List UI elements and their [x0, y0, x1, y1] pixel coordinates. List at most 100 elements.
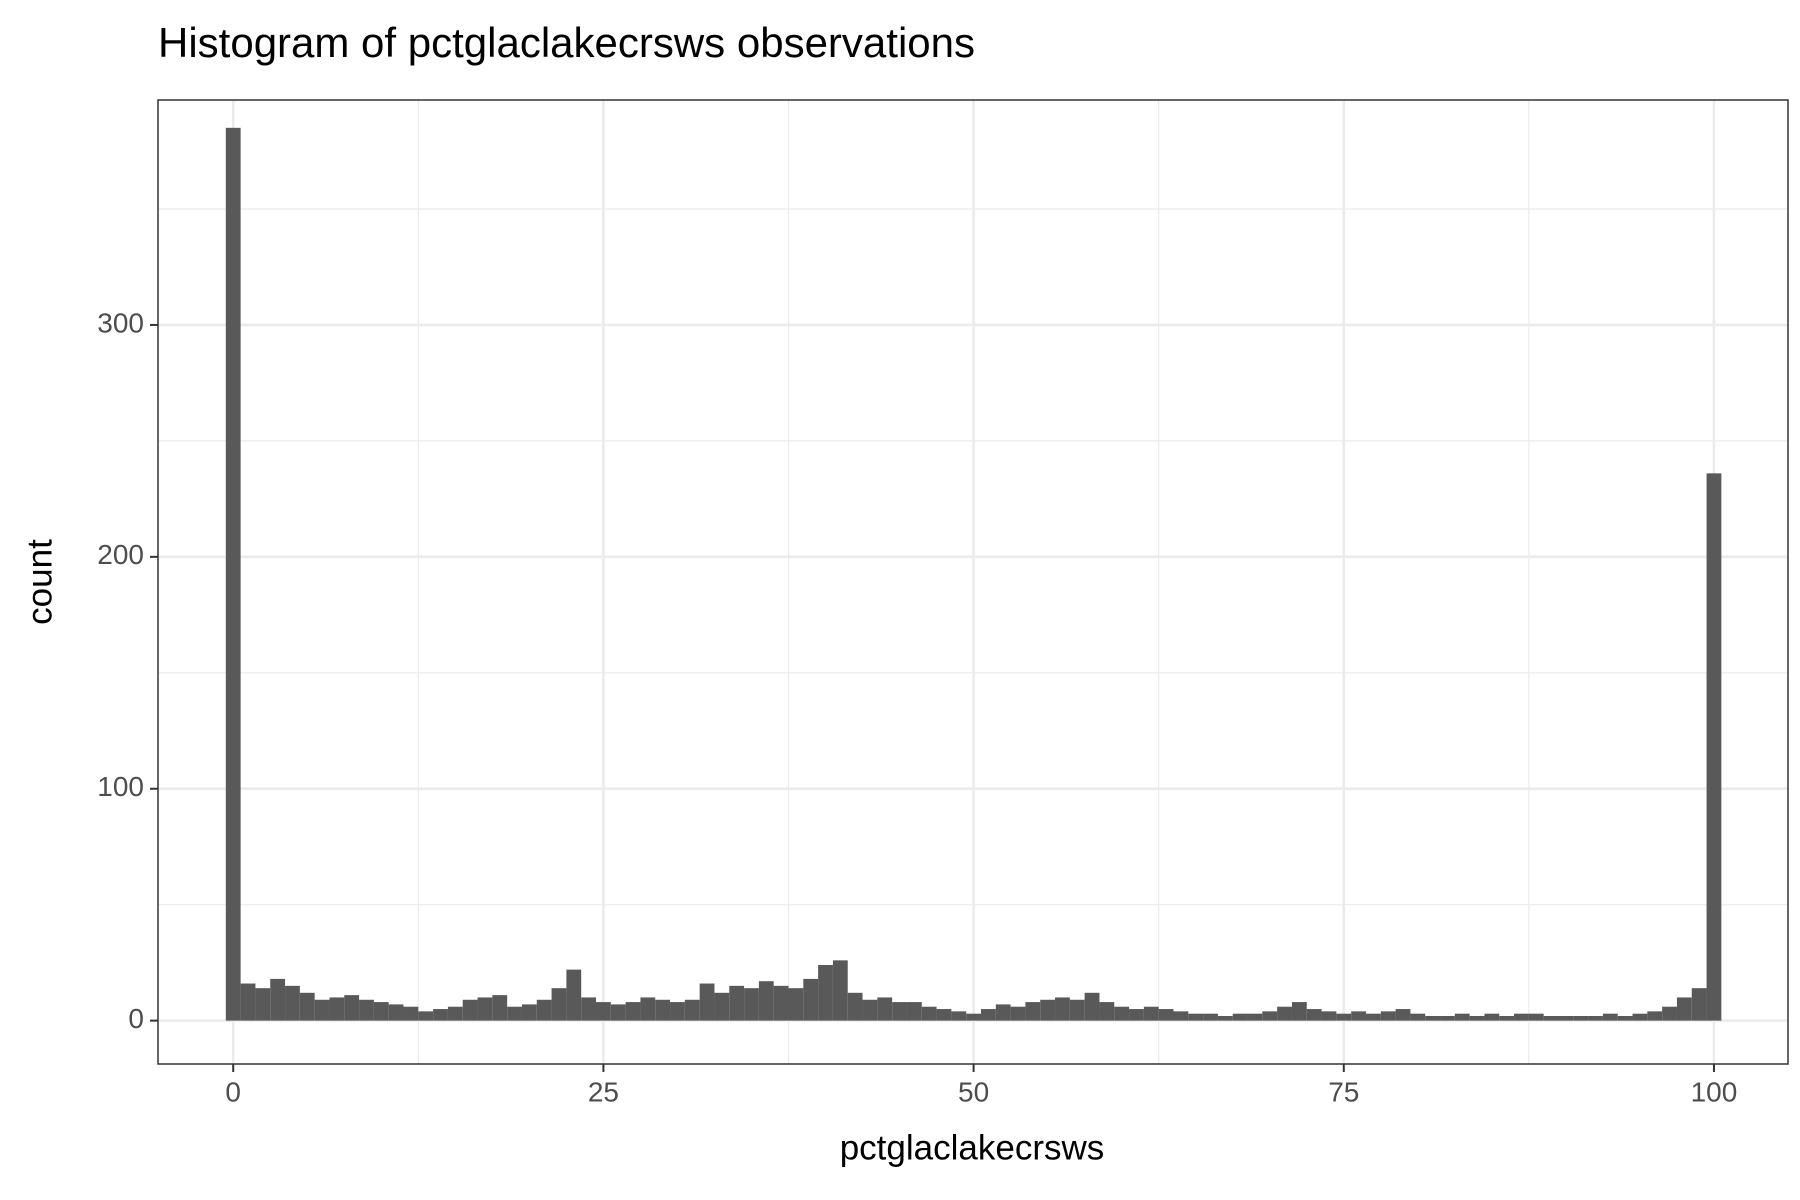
bar	[995, 1004, 1011, 1021]
bar	[773, 985, 789, 1021]
bar	[388, 1004, 404, 1021]
bar	[1676, 997, 1692, 1021]
bar	[1188, 1013, 1204, 1021]
bar	[1055, 997, 1070, 1021]
bar	[936, 1009, 952, 1021]
bar	[521, 1004, 537, 1021]
y-axis-label: count	[20, 539, 59, 625]
bar	[566, 969, 582, 1021]
bar	[1469, 1015, 1485, 1021]
bar	[462, 999, 478, 1021]
bar	[1262, 1011, 1278, 1021]
x-axis-label: pctglaclakecrsws	[840, 1128, 1105, 1167]
y-tick-label: 200	[97, 539, 144, 570]
bar	[714, 992, 730, 1021]
panel-border	[157, 99, 1789, 1065]
bar	[447, 1006, 463, 1021]
bar	[684, 999, 700, 1021]
bar	[270, 978, 286, 1021]
bar	[1336, 1013, 1352, 1021]
bar	[1602, 1013, 1618, 1021]
bar	[1632, 1013, 1648, 1021]
bar	[596, 1002, 611, 1021]
bar	[1217, 1015, 1233, 1021]
bar	[329, 997, 345, 1021]
bar	[285, 985, 300, 1021]
bar	[1365, 1013, 1381, 1021]
bar	[1306, 1009, 1322, 1021]
bar	[832, 960, 848, 1021]
bar	[892, 1002, 907, 1021]
bar	[1662, 1006, 1677, 1021]
bar	[373, 1002, 389, 1021]
bar	[980, 1009, 996, 1021]
bar	[1395, 1009, 1411, 1021]
bar	[403, 1006, 419, 1021]
bar	[1647, 1011, 1663, 1021]
bar	[1129, 1009, 1144, 1021]
bar	[1143, 1006, 1159, 1021]
bar	[966, 1013, 981, 1021]
bar	[1691, 988, 1707, 1021]
bar	[1514, 1013, 1529, 1021]
bar	[906, 1002, 922, 1021]
bar	[1069, 999, 1085, 1021]
bar	[1440, 1015, 1455, 1021]
bar	[492, 995, 508, 1021]
bar	[788, 988, 804, 1021]
x-tick-label: 25	[588, 1076, 619, 1107]
bar	[551, 988, 567, 1021]
bar	[744, 988, 759, 1021]
bar	[1573, 1015, 1589, 1021]
bar	[1558, 1015, 1574, 1021]
bar	[1543, 1015, 1559, 1021]
bar	[299, 992, 315, 1021]
chart-title: Histogram of pctglaclakecrsws observatio…	[158, 19, 975, 66]
bar	[699, 983, 715, 1021]
bar	[1232, 1013, 1248, 1021]
bar	[1454, 1013, 1470, 1021]
x-tick-label: 0	[225, 1076, 241, 1107]
bar	[1484, 1013, 1500, 1021]
bar	[1040, 999, 1056, 1021]
bar	[640, 997, 656, 1021]
bar	[1617, 1015, 1633, 1021]
bar	[1099, 1002, 1115, 1021]
bar	[314, 999, 330, 1021]
bar	[758, 981, 774, 1021]
bar	[1588, 1015, 1603, 1021]
bar	[255, 988, 271, 1021]
bar	[1499, 1015, 1515, 1021]
bar	[818, 964, 833, 1021]
bar	[670, 1002, 685, 1021]
bar	[1025, 1002, 1041, 1021]
y-tick-label: 300	[97, 307, 144, 338]
bar	[536, 999, 552, 1021]
bar	[625, 1002, 641, 1021]
bar	[581, 997, 597, 1021]
bar	[803, 978, 819, 1021]
bar	[1010, 1006, 1026, 1021]
bar	[1277, 1006, 1292, 1021]
bar	[507, 1006, 522, 1021]
bar	[344, 995, 360, 1021]
bar	[1706, 473, 1722, 1021]
bar	[1247, 1013, 1263, 1021]
bar	[1084, 992, 1100, 1021]
bar	[862, 999, 878, 1021]
bar	[610, 1004, 626, 1021]
x-tick-label: 50	[958, 1076, 989, 1107]
bar	[433, 1009, 448, 1021]
bar	[418, 1011, 434, 1021]
bar	[1410, 1013, 1426, 1021]
bar	[1380, 1011, 1396, 1021]
y-tick-label: 0	[128, 1003, 144, 1034]
bar	[1173, 1011, 1189, 1021]
y-tick-label: 100	[97, 771, 144, 802]
bar	[1158, 1009, 1174, 1021]
bar	[477, 997, 493, 1021]
bar	[951, 1011, 967, 1021]
x-tick-label: 100	[1691, 1076, 1738, 1107]
